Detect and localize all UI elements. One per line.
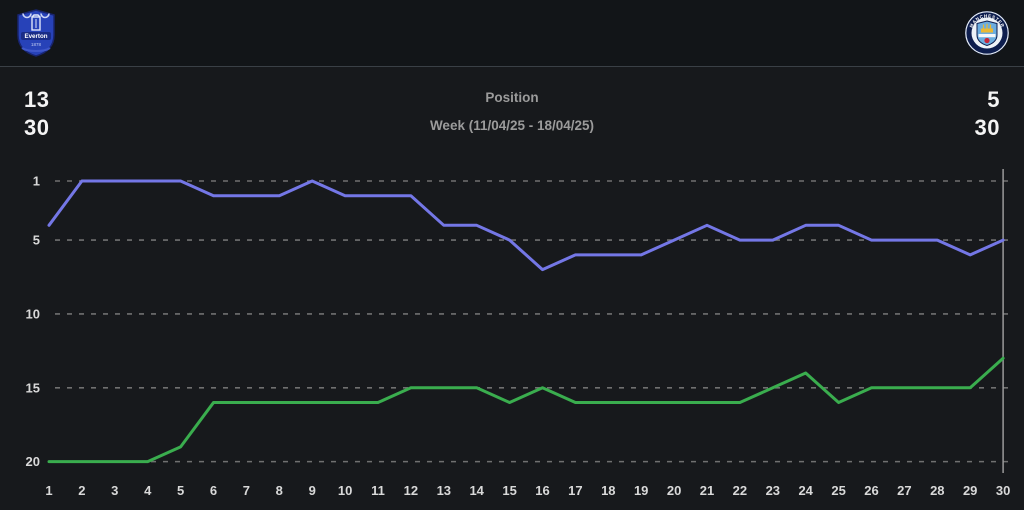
home-stats: 13 30 xyxy=(24,86,49,142)
x-tick-11: 11 xyxy=(371,483,385,498)
series-line-manchester-city xyxy=(47,179,1005,272)
x-tick-18: 18 xyxy=(601,483,615,498)
svg-text:1878: 1878 xyxy=(31,42,42,47)
x-tick-5: 5 xyxy=(177,483,184,498)
x-tick-25: 25 xyxy=(831,483,845,498)
x-tick-3: 3 xyxy=(111,483,118,498)
x-tick-24: 24 xyxy=(798,483,813,498)
x-tick-9: 9 xyxy=(309,483,316,498)
y-tick-10: 10 xyxy=(26,306,40,321)
y-axis-title: Position xyxy=(485,90,539,105)
home-current-week: 30 xyxy=(24,115,50,140)
x-tick-8: 8 xyxy=(276,483,283,498)
x-tick-7: 7 xyxy=(243,483,250,498)
x-tick-30: 30 xyxy=(996,483,1010,498)
x-tick-28: 28 xyxy=(930,483,944,498)
x-tick-2: 2 xyxy=(78,483,85,498)
away-current-position: 5 xyxy=(987,87,1000,112)
x-tick-26: 26 xyxy=(864,483,878,498)
x-tick-6: 6 xyxy=(210,483,217,498)
man-city-badge: MANCHESTER CITY xyxy=(964,10,1010,56)
x-axis-title: Week (11/04/25 - 18/04/25) xyxy=(429,118,595,133)
match-topbar: Everton 1878 MANCHESTER CITY xyxy=(0,0,1024,67)
y-tick-1: 1 xyxy=(33,174,40,189)
y-tick-5: 5 xyxy=(33,233,40,248)
everton-crest-icon: Everton 1878 xyxy=(17,9,55,57)
axis-legend: Position Week (11/04/25 - 18/04/25) xyxy=(430,86,594,133)
x-tick-14: 14 xyxy=(469,483,484,498)
x-tick-21: 21 xyxy=(700,483,714,498)
x-tick-29: 29 xyxy=(963,483,977,498)
svg-text:Everton: Everton xyxy=(24,33,47,40)
x-tick-1: 1 xyxy=(45,483,52,498)
x-tick-4: 4 xyxy=(144,483,152,498)
x-tick-15: 15 xyxy=(502,483,516,498)
x-tick-19: 19 xyxy=(634,483,648,498)
series-line-everton xyxy=(47,356,1005,464)
x-tick-10: 10 xyxy=(338,483,352,498)
home-current-position: 13 xyxy=(24,87,50,112)
x-tick-13: 13 xyxy=(437,483,451,498)
y-tick-20: 20 xyxy=(26,454,40,469)
x-tick-17: 17 xyxy=(568,483,582,498)
y-tick-15: 15 xyxy=(26,380,40,395)
x-tick-23: 23 xyxy=(766,483,780,498)
away-current-week: 30 xyxy=(974,115,1000,140)
x-tick-22: 22 xyxy=(733,483,747,498)
x-tick-16: 16 xyxy=(535,483,549,498)
away-stats: 5 30 xyxy=(975,86,1000,142)
position-chart-container: 1 5 10 15 20 1 2 3 4 5 6 7 8 9 10 11 12 13 14 15 16 17 18 19 20 2… xyxy=(0,155,1024,510)
x-tick-12: 12 xyxy=(404,483,418,498)
x-tick-20: 20 xyxy=(667,483,681,498)
chart-header: 13 30 Position Week (11/04/25 - 18/04/25… xyxy=(0,68,1024,156)
manchester-city-crest-icon: MANCHESTER CITY xyxy=(965,11,1009,55)
x-tick-27: 27 xyxy=(897,483,911,498)
everton-badge: Everton 1878 xyxy=(14,8,58,58)
